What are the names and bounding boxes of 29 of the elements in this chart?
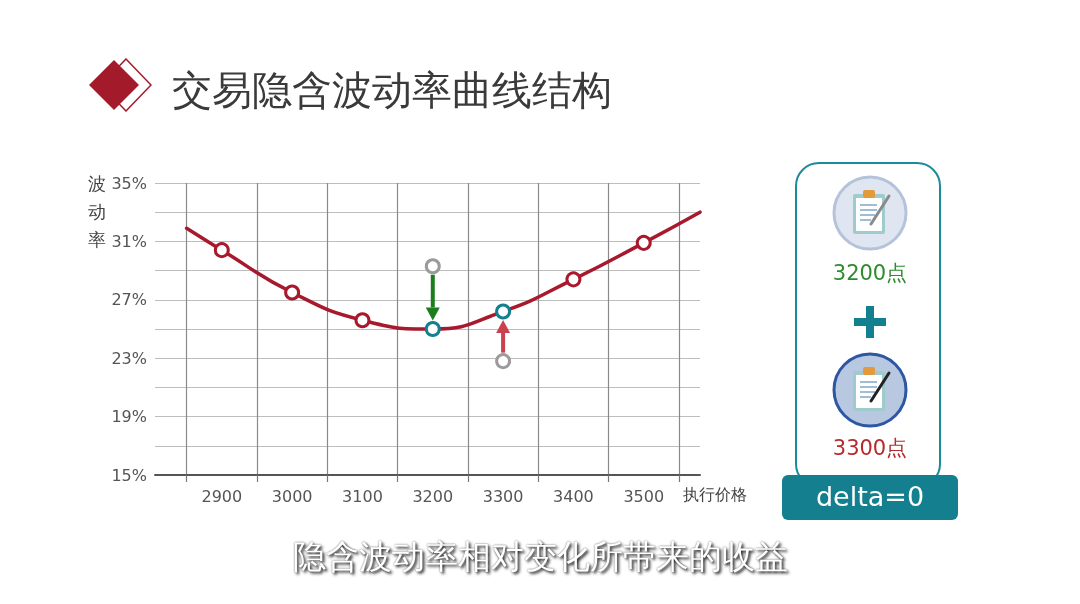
text: 3200点 — [832, 260, 908, 287]
chart-title: 交易隐含波动率曲线结构 — [172, 66, 612, 115]
text: delta=0 — [815, 480, 925, 514]
point — [213, 242, 230, 259]
point — [495, 303, 512, 320]
point — [424, 321, 441, 337]
x-tick-label: 3400 — [553, 486, 594, 506]
y-tick-label: 23% — [111, 348, 147, 368]
x-tick-label: 3000 — [271, 486, 313, 506]
point — [424, 258, 441, 275]
x-tick-label: 3300 — [482, 486, 524, 506]
x-tick-label: 3200 — [412, 486, 454, 506]
y-tick-label: 19% — [111, 407, 147, 427]
x-tick-label: 3500 — [623, 486, 665, 506]
y-tick-label: 31% — [111, 231, 147, 251]
text: 隐含波动率相对变化所带来的收益 — [292, 536, 788, 578]
point — [284, 284, 301, 301]
x-tick-label: 2900 — [201, 486, 243, 506]
y-axis-title: 波动率 — [88, 172, 107, 252]
y-tick-label: 35% — [111, 173, 147, 193]
y-tick-label: 27% — [111, 290, 147, 310]
point — [495, 353, 512, 370]
point — [635, 234, 652, 251]
point — [565, 271, 582, 288]
text: 3300点 — [832, 435, 908, 462]
x-axis-title: 执行价格 — [683, 484, 747, 506]
point — [354, 312, 371, 329]
y-tick-label: 15% — [111, 465, 147, 485]
x-tick-label: 3100 — [342, 486, 383, 506]
